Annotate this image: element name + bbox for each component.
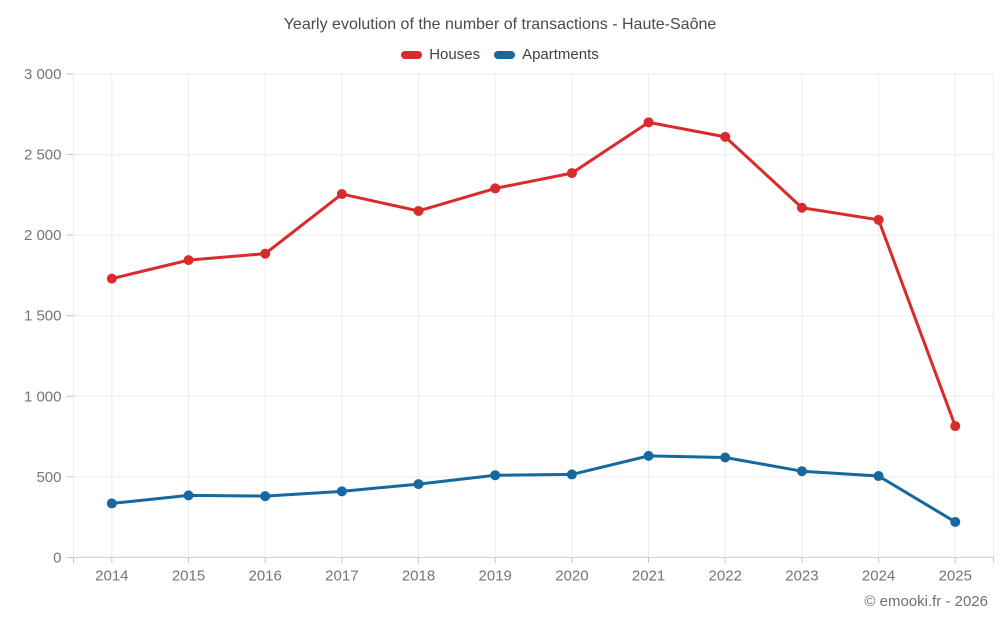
houses-data-point[interactable] [106,273,117,284]
x-axis-label: 2024 [862,567,895,584]
x-axis-label: 2017 [325,567,358,584]
y-axis-labels: 0 500 1 000 1 500 2 000 2 500 3 000 [24,66,62,566]
y-axis-label: 2 500 [24,147,62,164]
apartments-data-point[interactable] [873,471,884,482]
houses-data-point[interactable] [796,202,807,213]
x-axis-label: 2014 [95,567,128,584]
x-axis-label: 2021 [632,567,665,584]
apartments-data-point[interactable] [490,470,501,481]
credit-watermark: © emooki.fr - 2026 [864,593,988,610]
x-axis-labels: 2014 2015 2016 2017 2018 2019 2020 2021 2022 2023… [95,567,972,584]
apartments-data-point[interactable] [106,498,117,509]
apartments-data-point[interactable] [336,486,347,497]
y-axis-label: 1 500 [24,308,62,325]
apartments-data-point[interactable] [566,469,577,480]
houses-data-point[interactable] [183,255,194,266]
x-axis-label: 2022 [709,567,742,584]
houses-markers [106,117,961,432]
legend-label-houses: Houses [429,46,481,63]
x-axis-label: 2025 [939,567,972,584]
houses-data-point[interactable] [950,421,961,432]
apartments-data-point[interactable] [260,491,271,502]
houses-data-point[interactable] [260,248,271,259]
y-axis-label: 0 [53,549,61,566]
y-axis-label: 1 000 [24,388,62,405]
axis-ticks [66,73,995,563]
apartments-line [110,454,957,524]
x-axis-label: 2016 [249,567,282,584]
houses-data-point[interactable] [413,205,424,216]
apartments-swatch-icon [494,50,516,59]
horizontal-gridlines [73,73,994,478]
apartments-markers [106,450,961,527]
legend-item-apartments[interactable]: Apartments [494,46,599,63]
houses-swatch-icon [401,50,423,59]
x-axis-label: 2020 [555,567,588,584]
apartments-data-point[interactable] [643,450,654,461]
x-axis-label: 2018 [402,567,435,584]
houses-line [110,120,957,428]
houses-data-point[interactable] [336,189,347,200]
x-axis-label: 2019 [479,567,512,584]
apartments-data-point[interactable] [183,490,194,501]
legend-label-apartments: Apartments [522,46,599,63]
y-axis-label: 2 000 [24,227,62,244]
y-axis-label: 500 [36,469,61,486]
houses-data-point[interactable] [643,117,654,128]
chart-title: Yearly evolution of the number of transa… [283,16,717,33]
houses-data-point[interactable] [720,131,731,142]
x-axis-label: 2023 [785,567,818,584]
apartments-data-point[interactable] [413,479,424,490]
x-axis-label: 2015 [172,567,205,584]
y-axis-label: 3 000 [24,66,62,83]
legend-item-houses[interactable]: Houses [401,46,480,63]
apartments-data-point[interactable] [720,452,731,463]
apartments-data-point[interactable] [950,516,961,527]
legend: Houses Apartments [0,46,1000,63]
houses-data-point[interactable] [566,168,577,179]
houses-data-point[interactable] [873,214,884,225]
apartments-data-point[interactable] [796,466,807,477]
houses-data-point[interactable] [490,183,501,194]
